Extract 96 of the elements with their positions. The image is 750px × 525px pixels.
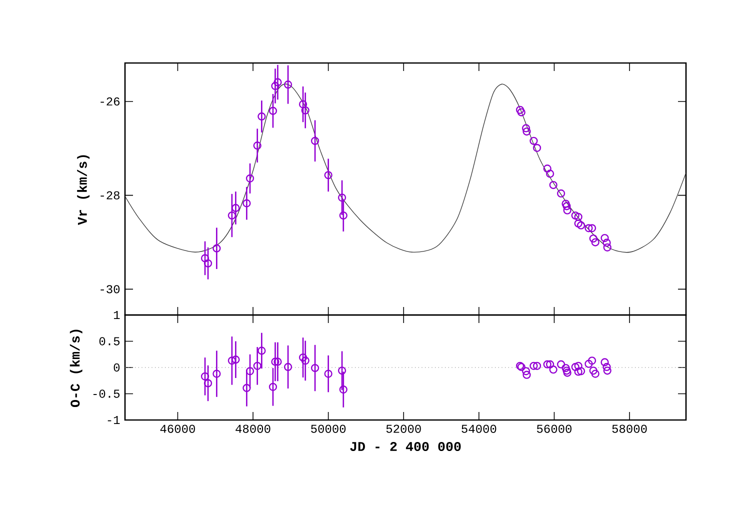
point [600,234,609,242]
point [516,106,524,114]
point [530,136,538,145]
point [574,212,582,221]
point [268,106,278,115]
point [253,142,262,150]
point [301,356,310,365]
point [324,370,332,378]
x-tick-label: 48000 [236,424,270,433]
point [522,127,531,136]
point [232,356,240,364]
line-series [125,84,686,252]
point [574,362,582,370]
point [602,238,611,247]
point [532,144,542,152]
x-tick-label: 52000 [386,424,421,433]
point [530,362,538,370]
point [591,238,600,246]
point [522,124,530,132]
point [339,211,348,220]
point [522,370,531,379]
point [517,108,526,116]
point [212,370,221,378]
point [543,360,552,368]
point [588,356,596,365]
point [301,106,310,114]
point [228,211,236,220]
point [562,200,570,208]
point [589,366,598,375]
point [543,164,552,173]
point [310,364,320,372]
point [242,199,251,208]
point [591,370,600,378]
point [603,243,612,252]
point [589,234,598,243]
point [324,171,332,180]
point [204,259,212,268]
y-tick-label: -0.5 [93,390,120,398]
point [584,224,593,232]
x-tick-label: 46000 [160,424,195,433]
point [571,211,580,220]
point [546,360,554,368]
point [546,170,554,178]
point [284,80,292,89]
x-tick-label: 50000 [311,424,346,433]
point [532,362,542,370]
y-tick-label: -28 [100,191,120,200]
point [576,221,586,230]
point [603,366,612,375]
point [522,367,530,376]
point [576,367,586,376]
point [562,202,571,210]
y-axis-title: Vr (km/s) [77,155,90,225]
point [298,100,308,108]
y-tick-label: 1 [114,311,120,319]
point [298,353,308,362]
point [268,382,278,391]
point [562,364,570,372]
point [549,180,558,190]
point [200,372,210,380]
point [556,360,566,368]
point [204,379,212,388]
point [571,362,580,372]
point [602,362,611,372]
point [271,82,280,90]
point [549,366,558,374]
point [284,362,292,372]
point [574,368,582,376]
x-tick-label: 56000 [536,424,572,433]
y-tick-label: -1 [108,416,120,424]
y-tick-label: -30 [100,285,120,294]
point [232,204,240,212]
point [563,206,572,214]
point [212,244,221,252]
point [574,219,582,228]
point [584,360,593,368]
point [562,366,571,375]
point [246,174,254,183]
x-tick-label: 54000 [462,424,496,433]
point [588,224,596,232]
y-tick-label: 0.5 [99,337,120,346]
point [339,385,348,394]
point [310,136,320,145]
y-tick-label: 0 [114,363,120,372]
point [274,78,282,86]
x-tick-label: 58000 [612,424,647,433]
y-axis-title: O-C (km/s) [70,330,82,408]
point [246,367,254,376]
x-axis-title: JD - 2 400 000 [350,442,461,452]
y-tick-label: -26 [100,97,120,106]
point [274,358,282,366]
point [258,346,266,355]
point [600,358,609,366]
point [200,254,210,262]
point [258,112,266,121]
point [556,189,566,198]
